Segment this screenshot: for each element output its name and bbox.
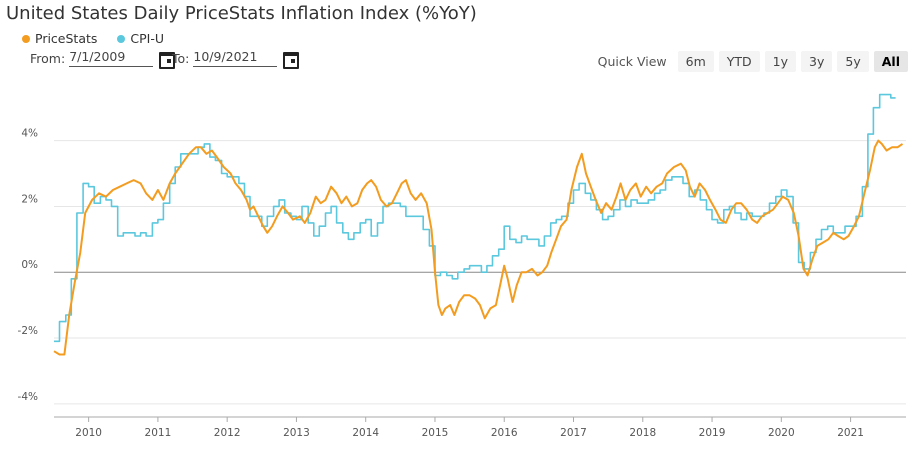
y-tick-label: -4% — [18, 391, 38, 403]
to-date-input[interactable]: 10/9/2021 — [193, 49, 278, 67]
legend-item-pricestats[interactable]: PriceStats — [22, 31, 97, 46]
x-tick-label: 2013 — [283, 427, 310, 439]
x-tick-label: 2014 — [352, 427, 379, 439]
chart-legend: PriceStats CPI-U — [22, 31, 164, 46]
x-tick-label: 2010 — [75, 427, 102, 439]
legend-label-pricestats: PriceStats — [35, 31, 98, 46]
quick-view-ytd-button[interactable]: YTD — [718, 51, 760, 72]
quick-view-6m-button[interactable]: 6m — [677, 51, 714, 72]
page-title: United States Daily PriceStats Inflation… — [6, 3, 477, 24]
y-tick-label: -2% — [18, 325, 38, 337]
quick-view-all-button[interactable]: All — [873, 51, 908, 72]
x-tick-label: 2016 — [491, 427, 518, 439]
x-tick-label: 2020 — [768, 427, 795, 439]
quick-view-3y-button[interactable]: 3y — [801, 51, 833, 72]
from-date-range: From: 7/1/2009 — [30, 49, 176, 69]
series-line-pricestats — [53, 139, 904, 356]
series-line-cpi-u — [54, 93, 896, 343]
pricestats-dot-icon — [22, 34, 30, 43]
quick-view-bar: Quick View 6m YTD 1y 3y 5y All — [598, 51, 908, 72]
y-tick-label: 2% — [21, 193, 38, 205]
cpiu-dot-icon — [117, 34, 126, 43]
to-calendar-icon[interactable] — [283, 49, 300, 69]
quick-view-1y-button[interactable]: 1y — [764, 51, 797, 72]
x-tick-label: 2018 — [629, 427, 656, 439]
from-date-input[interactable]: 7/1/2009 — [69, 49, 154, 67]
quick-view-5y-button[interactable]: 5y — [837, 51, 869, 72]
quick-view-label: Quick View — [597, 54, 667, 69]
x-tick-label: 2021 — [837, 427, 864, 439]
legend-label-cpiu: CPI-U — [130, 31, 165, 46]
from-label: From: — [30, 50, 66, 66]
x-tick-label: 2019 — [699, 427, 726, 439]
x-tick-label: 2015 — [422, 427, 449, 439]
y-tick-label: 0% — [21, 259, 38, 271]
from-calendar-icon[interactable] — [159, 49, 176, 69]
x-tick-label: 2012 — [214, 427, 241, 439]
x-tick-label: 2017 — [560, 427, 587, 439]
y-tick-label: 4% — [21, 128, 38, 140]
legend-item-cpiu[interactable]: CPI-U — [117, 31, 164, 46]
to-date-range: To: 10/9/2021 — [172, 49, 300, 69]
to-label: To: — [172, 50, 190, 66]
x-tick-label: 2011 — [145, 427, 172, 439]
